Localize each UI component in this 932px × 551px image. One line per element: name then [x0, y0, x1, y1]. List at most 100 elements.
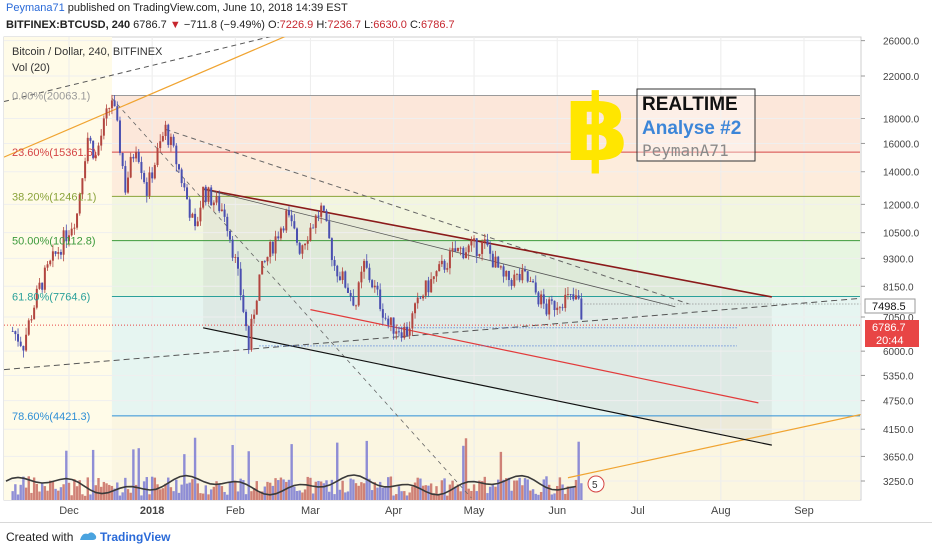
volume-bar [145, 477, 148, 500]
volume-bar [223, 491, 226, 500]
candle-body [414, 303, 417, 314]
candle-body [159, 141, 162, 149]
candle-body [384, 317, 387, 319]
ohlc-line: BITFINEX:BTCUSD, 240 6786.7 ▼ −711.8 (−9… [6, 19, 455, 31]
volume-bar [539, 491, 543, 500]
candle-body [143, 172, 146, 183]
candle-body [97, 145, 100, 156]
candle-body [569, 294, 572, 295]
volume-bar [250, 491, 253, 500]
candle-body [245, 311, 248, 327]
candle-body [196, 221, 199, 227]
volume-bar [502, 479, 505, 500]
candle-body [156, 148, 159, 166]
volume-bar [580, 483, 583, 500]
volume-bar [483, 476, 486, 500]
candle-body [483, 239, 486, 242]
y-tick-label: 8150.0 [883, 282, 914, 293]
volume-bar [32, 477, 36, 500]
volume-bar [226, 494, 229, 500]
candle-body [532, 281, 535, 283]
volume-bar [411, 486, 414, 500]
volume-bar [236, 491, 240, 500]
volume-bar [378, 481, 382, 500]
candle-body [521, 269, 524, 281]
volume-bar [215, 481, 218, 500]
volume-bar [177, 492, 181, 500]
volume-bar [134, 484, 138, 500]
volume-bar [456, 484, 460, 500]
volume-bar [303, 489, 307, 500]
volume-bar [470, 490, 473, 500]
volume-bar [499, 451, 503, 500]
candle-body [325, 210, 328, 222]
volume-bar [140, 495, 143, 500]
volume-bar [443, 478, 446, 500]
volume-bar [24, 487, 28, 500]
volume-bar [306, 476, 309, 500]
volume-bar [81, 494, 84, 500]
candle-body [513, 274, 516, 286]
candle-body [153, 165, 156, 179]
volume-bar [322, 483, 326, 500]
volume-bar [429, 483, 433, 500]
volume-bar [16, 494, 20, 500]
fib-zone [111, 196, 861, 241]
candle-body [548, 299, 551, 315]
candle-body [285, 210, 288, 231]
volume-bar [148, 494, 151, 500]
volume-bar [129, 492, 132, 500]
tradingview-brand[interactable]: TradingView [100, 530, 171, 544]
volume-bar [62, 484, 65, 500]
candle-body [242, 295, 245, 312]
volume-bar [301, 492, 304, 500]
candle-body [306, 240, 309, 244]
volume-bar [116, 482, 119, 500]
volume-bar [231, 445, 234, 500]
volume-bar [360, 482, 363, 500]
volume-bar [277, 480, 280, 500]
candle-body [365, 260, 368, 268]
annotation-box[interactable] [636, 88, 756, 162]
volume-bar [392, 495, 395, 500]
close-value: 6786.7 [420, 19, 455, 31]
volume-bar [432, 493, 436, 500]
published-text: published on TradingView.com, June 10, 2… [67, 2, 348, 14]
candle-body [161, 136, 164, 142]
event-badge[interactable]: 5 [587, 475, 605, 493]
candle-body [400, 332, 403, 338]
candle-body [497, 256, 500, 268]
candle-body [298, 242, 301, 254]
candle-body [25, 334, 28, 351]
volume-bar [354, 483, 358, 500]
candle-body [54, 251, 57, 254]
volume-bar [83, 495, 87, 500]
annotation-realtime: REALTIME [642, 94, 738, 115]
volume-bar [126, 489, 130, 500]
volume-bar [309, 477, 312, 500]
volume-bar [239, 478, 242, 500]
fib-zone [111, 240, 861, 297]
volume-bar [293, 486, 296, 500]
fib-label: 0.00%(20063.1) [12, 91, 90, 103]
candle-body [186, 187, 189, 200]
volume-bar [252, 488, 256, 500]
volume-bar [43, 486, 47, 500]
volume-bar [204, 485, 208, 500]
candle-body [282, 228, 285, 231]
candle-body [376, 285, 379, 290]
candle-body [430, 279, 433, 293]
price-chart[interactable]: 0.00%(20063.1) 23.60%(15361.6) 38.20%(1246… [0, 36, 932, 522]
volume-bar [110, 485, 114, 500]
candle-body [255, 300, 258, 315]
candle-body [481, 241, 484, 254]
candle-body [564, 294, 567, 309]
candle-body [191, 213, 194, 218]
volume-bar [413, 482, 417, 500]
volume-bar [11, 491, 14, 500]
candle-body [271, 241, 274, 254]
author-link[interactable]: Peymana71 [6, 2, 65, 14]
open-value: 7226.9 [279, 19, 314, 31]
volume-bar [290, 444, 293, 500]
volume-bar [150, 476, 154, 500]
